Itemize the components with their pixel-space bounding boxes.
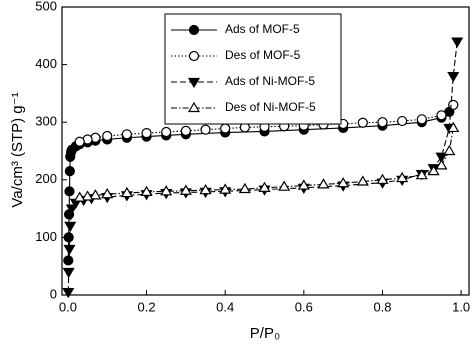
data-point	[62, 267, 75, 279]
series-line	[79, 104, 454, 143]
data-point	[396, 171, 409, 183]
data-point	[120, 186, 133, 198]
legend-label: Des of Ni-MOF-5	[225, 100, 316, 114]
data-point	[447, 72, 460, 83]
data-point	[337, 177, 350, 188]
data-point	[199, 183, 212, 195]
data-point	[447, 121, 460, 133]
data-point	[219, 183, 232, 194]
data-point	[63, 255, 74, 266]
data-point	[81, 190, 94, 201]
x-tick-label: 0.2	[138, 299, 156, 314]
data-point	[73, 191, 86, 202]
data-point	[102, 130, 113, 142]
data-point	[179, 184, 192, 195]
x-tick-label: 0.4	[216, 299, 234, 314]
data-point	[89, 189, 102, 200]
data-point	[65, 204, 78, 215]
data-point	[62, 288, 75, 299]
legend-marker	[188, 50, 200, 62]
y-tick-label: 500	[35, 0, 57, 13]
legend-label: Des of MOF-5	[225, 48, 301, 62]
legend-marker	[188, 24, 200, 36]
data-point	[161, 126, 172, 138]
data-point	[278, 180, 291, 191]
y-tick-label: 200	[35, 171, 57, 186]
x-tick-label: 0.8	[373, 299, 391, 314]
data-point	[436, 110, 447, 121]
data-point	[416, 114, 427, 125]
plot-frame	[61, 6, 470, 296]
legend-label: Ads of MOF-5	[225, 22, 300, 36]
x-axis-label: P/P₀	[250, 325, 280, 342]
y-tick-label: 100	[35, 229, 57, 244]
data-point	[376, 173, 389, 184]
y-axis-label: Va/cm³ (STP) g⁻¹	[9, 92, 26, 207]
x-tick-label: 0.6	[295, 299, 313, 314]
data-point	[451, 37, 464, 48]
data-point	[356, 175, 369, 186]
y-tick-label: 400	[35, 56, 57, 71]
data-point	[448, 99, 459, 111]
data-point	[377, 117, 388, 128]
data-point	[415, 169, 428, 180]
data-point	[317, 178, 330, 189]
data-point	[258, 181, 271, 192]
data-point	[74, 136, 85, 147]
data-point	[140, 185, 153, 196]
y-tick-label: 300	[35, 114, 57, 129]
data-point	[397, 115, 408, 127]
y-tick-label: 0	[50, 286, 57, 301]
x-tick-label: 0.0	[59, 299, 77, 314]
data-point	[101, 188, 114, 199]
data-point	[160, 185, 173, 196]
legend-marker	[187, 101, 201, 113]
data-point	[435, 159, 448, 170]
data-point	[200, 124, 211, 135]
data-point	[64, 221, 77, 233]
data-point	[427, 164, 440, 176]
legend-marker	[187, 77, 201, 89]
data-point	[121, 129, 132, 140]
legend-label: Ads of Ni-MOF-5	[225, 74, 315, 88]
data-point	[357, 117, 368, 128]
data-point	[63, 232, 74, 243]
data-point	[63, 244, 76, 256]
data-point	[64, 186, 75, 197]
data-point	[435, 152, 448, 163]
x-tick-label: 1.0	[452, 299, 470, 314]
data-point	[180, 125, 191, 136]
data-point	[64, 166, 75, 177]
data-point	[297, 179, 310, 190]
data-point	[238, 182, 251, 194]
data-point	[443, 144, 456, 156]
data-point	[141, 128, 152, 139]
data-point	[220, 123, 231, 134]
